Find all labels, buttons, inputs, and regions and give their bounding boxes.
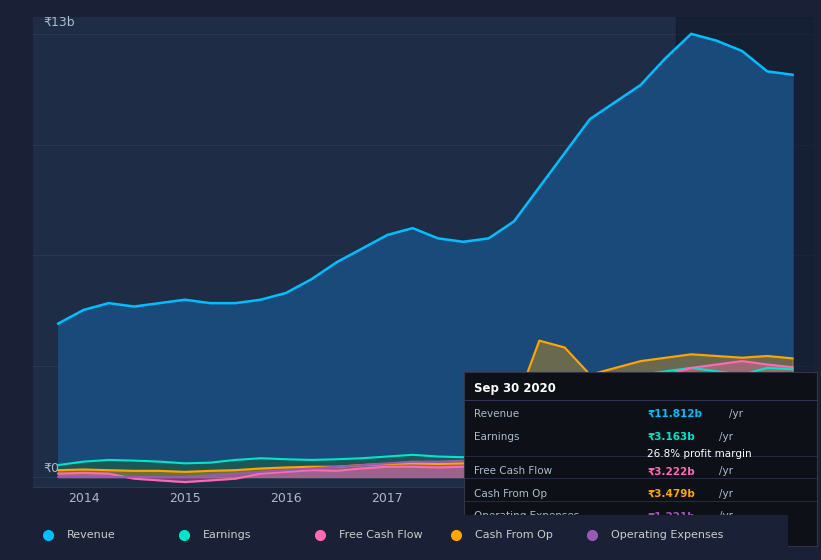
Text: ₹13b: ₹13b — [43, 16, 75, 29]
Text: Revenue: Revenue — [475, 409, 520, 419]
Text: ₹3.479b: ₹3.479b — [648, 489, 695, 499]
Text: /yr: /yr — [719, 511, 733, 521]
Text: Cash From Op: Cash From Op — [475, 489, 548, 499]
Text: ₹3.163b: ₹3.163b — [648, 432, 695, 442]
Text: ₹3.222b: ₹3.222b — [648, 466, 695, 477]
Text: /yr: /yr — [719, 489, 733, 499]
Text: /yr: /yr — [719, 466, 733, 477]
Text: Earnings: Earnings — [475, 432, 520, 442]
Text: Revenue: Revenue — [67, 530, 116, 540]
Text: Sep 30 2020: Sep 30 2020 — [475, 381, 557, 395]
Text: /yr: /yr — [729, 409, 743, 419]
Text: ₹0: ₹0 — [43, 462, 59, 475]
Text: Free Cash Flow: Free Cash Flow — [339, 530, 422, 540]
Text: ₹1.221b: ₹1.221b — [648, 511, 695, 521]
Text: Earnings: Earnings — [203, 530, 251, 540]
Text: ₹11.812b: ₹11.812b — [648, 409, 703, 419]
Text: Operating Expenses: Operating Expenses — [611, 530, 723, 540]
Text: 26.8% profit margin: 26.8% profit margin — [648, 449, 752, 459]
Text: Operating Expenses: Operating Expenses — [475, 511, 580, 521]
Text: /yr: /yr — [719, 432, 733, 442]
Text: Cash From Op: Cash From Op — [475, 530, 553, 540]
Text: Free Cash Flow: Free Cash Flow — [475, 466, 553, 477]
Bar — [676, 17, 813, 487]
